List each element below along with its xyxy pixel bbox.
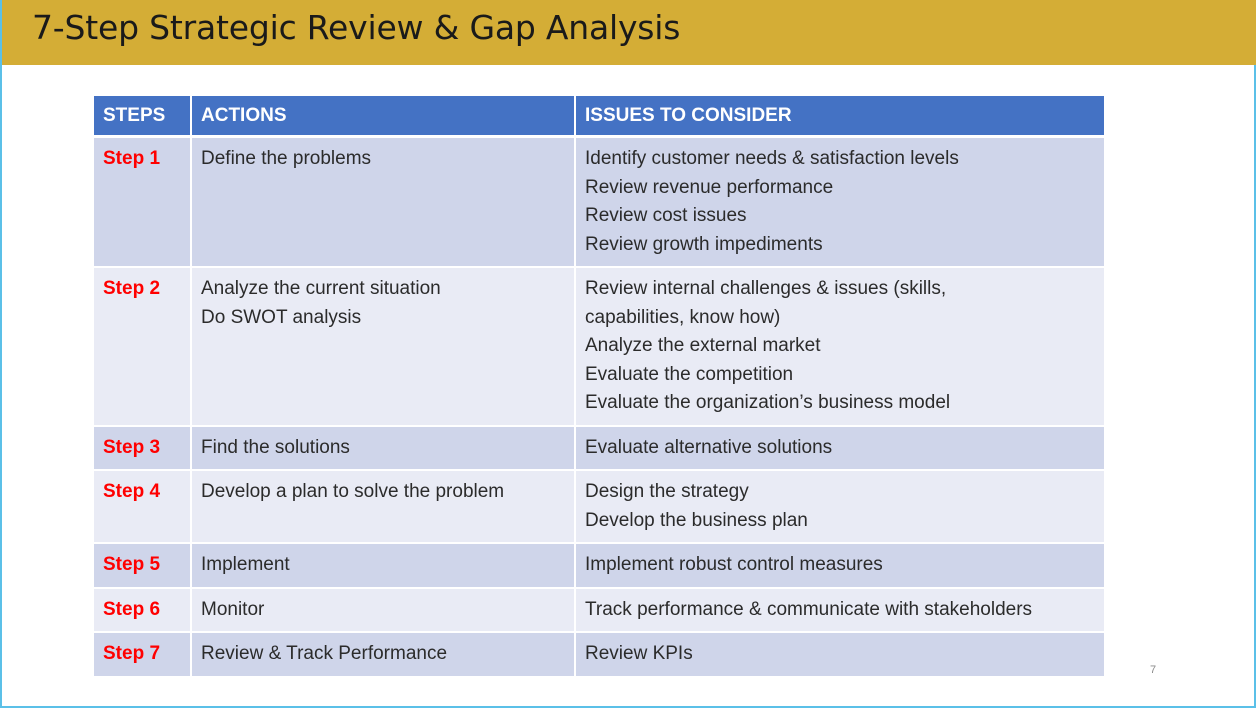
action-item: Analyze the current situation — [201, 278, 441, 299]
issue-item: Develop the business plan — [585, 509, 808, 531]
action-item: Review & Track Performance — [201, 643, 448, 664]
step-label: Step 5 — [94, 542, 191, 588]
issue-item: Identify customer needs & satisfaction l… — [585, 148, 959, 169]
issue-item: Review growth impediments — [585, 233, 823, 255]
actions-cell: Find the solutions — [190, 424, 575, 470]
actions-cell: Monitor — [190, 586, 575, 632]
step-label: Step 1 — [94, 135, 191, 267]
table-row: Step 2 Analyze the current situation Do … — [94, 266, 1104, 426]
issues-cell: Identify customer needs & satisfaction l… — [574, 135, 1104, 267]
header-actions: ACTIONS — [190, 96, 575, 138]
issue-item: Evaluate alternative solutions — [585, 436, 833, 458]
header-issues: ISSUES TO CONSIDER — [574, 96, 1104, 138]
issues-cell: Implement robust control measures — [574, 542, 1104, 588]
header-steps: STEPS — [94, 96, 191, 138]
issues-cell: Evaluate alternative solutions — [574, 424, 1104, 470]
issue-item: Design the strategy — [585, 481, 749, 502]
issue-item: Analyze the external market — [585, 335, 821, 356]
page-number: 7 — [1150, 664, 1157, 676]
action-item: Monitor — [201, 598, 265, 620]
actions-cell: Review & Track Performance — [190, 631, 575, 676]
action-item: Develop a plan to solve the problem — [201, 481, 505, 502]
slide-title: 7-Step Strategic Review & Gap Analysis — [32, 8, 681, 47]
step-label: Step 7 — [94, 631, 191, 676]
issues-cell: Review internal challenges & issues (ski… — [574, 266, 1104, 426]
step-label: Step 6 — [94, 586, 191, 632]
table-row: Step 5 Implement Implement robust contro… — [94, 542, 1104, 588]
issue-item: Track performance & communicate with sta… — [585, 598, 1033, 620]
actions-cell: Analyze the current situation Do SWOT an… — [190, 266, 575, 426]
table-row: Step 4 Develop a plan to solve the probl… — [94, 469, 1104, 543]
issue-item: Review internal challenges & issues (ski… — [585, 278, 947, 299]
steps-table: STEPS ACTIONS ISSUES TO CONSIDER Step 1 … — [94, 96, 1104, 676]
title-bar: 7-Step Strategic Review & Gap Analysis — [2, 0, 1256, 65]
issue-item: Review revenue performance — [585, 176, 834, 198]
issue-item: Evaluate the competition — [585, 363, 794, 385]
actions-cell: Define the problems — [190, 135, 575, 267]
table-row: Step 6 Monitor Track performance & commu… — [94, 586, 1104, 632]
action-item: Do SWOT analysis — [201, 306, 362, 328]
issues-cell: Design the strategy Develop the business… — [574, 469, 1104, 543]
table-row: Step 1 Define the problems Identify cust… — [94, 135, 1104, 267]
action-item: Find the solutions — [201, 436, 350, 458]
action-item: Implement — [201, 554, 290, 575]
issues-cell: Review KPIs — [574, 631, 1104, 676]
actions-cell: Implement — [190, 542, 575, 588]
issue-item: Implement robust control measures — [585, 554, 883, 575]
action-item: Define the problems — [201, 148, 372, 169]
issue-item: Review KPIs — [585, 643, 693, 664]
issue-item: Evaluate the organization’s business mod… — [585, 392, 951, 413]
step-label: Step 4 — [94, 469, 191, 543]
actions-cell: Develop a plan to solve the problem — [190, 469, 575, 543]
issue-item: Review cost issues — [585, 205, 747, 226]
table-header-row: STEPS ACTIONS ISSUES TO CONSIDER — [94, 96, 1104, 138]
issues-cell: Track performance & communicate with sta… — [574, 586, 1104, 632]
issue-item: capabilities, know how) — [585, 306, 781, 328]
step-label: Step 3 — [94, 424, 191, 470]
table-row: Step 7 Review & Track Performance Review… — [94, 631, 1104, 676]
step-label: Step 2 — [94, 266, 191, 426]
table-row: Step 3 Find the solutions Evaluate alter… — [94, 424, 1104, 470]
